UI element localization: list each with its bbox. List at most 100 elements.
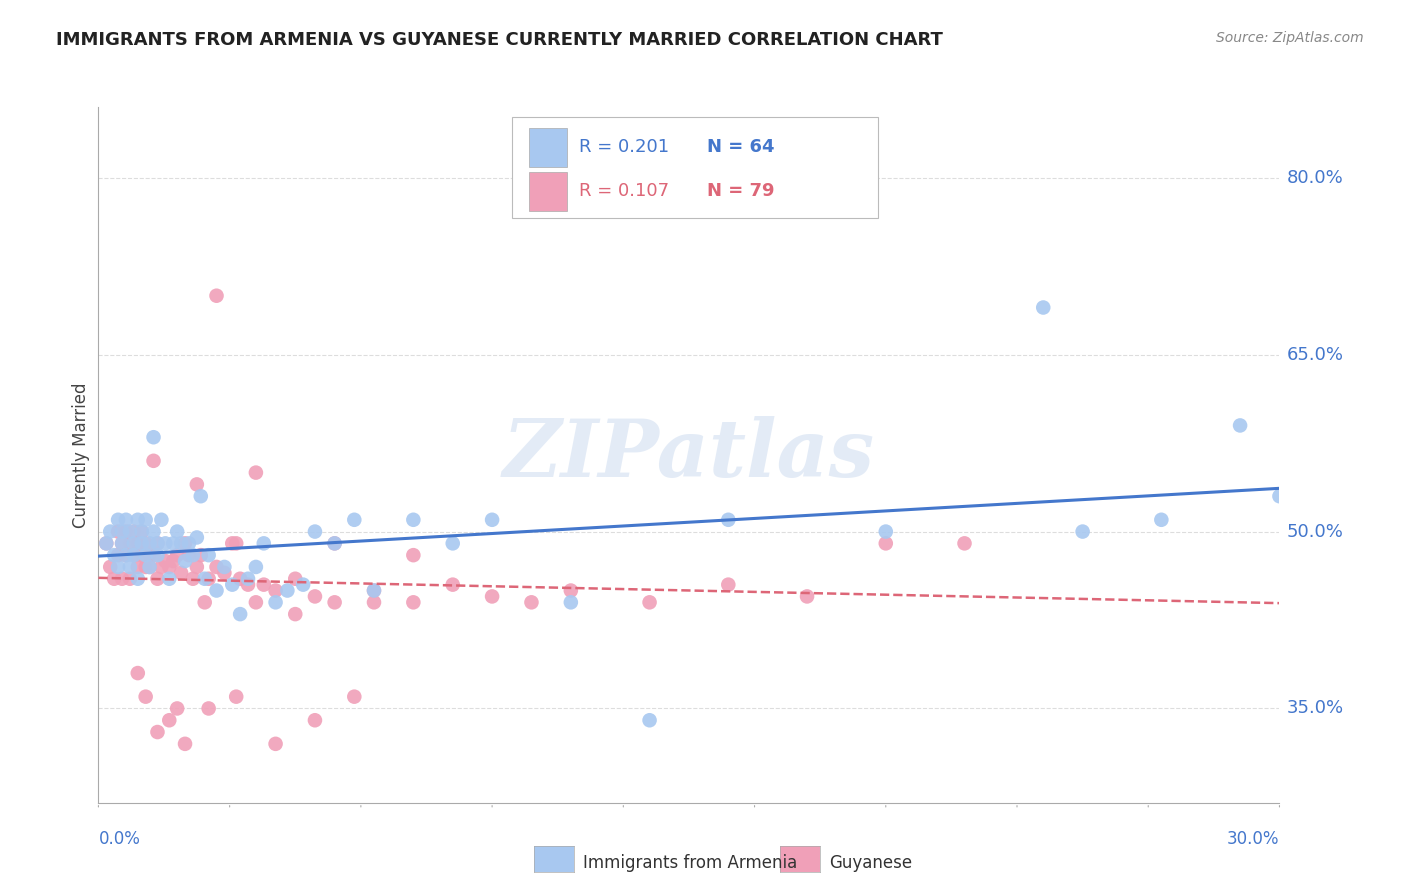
Point [1268, 489, 1291, 503]
Point [174, 737, 197, 751]
Point [441, 536, 464, 550]
Text: Immigrants from Armenia: Immigrants from Armenia [583, 855, 797, 872]
Point [236, 577, 259, 591]
Point [205, 289, 228, 303]
Point [953, 536, 976, 550]
Point [177, 548, 200, 562]
Point [170, 566, 193, 580]
Point [118, 572, 141, 586]
Y-axis label: Currently Married: Currently Married [72, 382, 90, 528]
Point [717, 513, 740, 527]
Point [135, 560, 157, 574]
Point [122, 524, 145, 539]
Point [1032, 301, 1054, 315]
Point [875, 524, 897, 539]
Text: N = 79: N = 79 [707, 182, 775, 201]
Point [111, 536, 134, 550]
Point [157, 560, 180, 574]
Point [96, 536, 118, 550]
Text: 0.0%: 0.0% [98, 830, 141, 847]
Point [131, 536, 153, 550]
Point [245, 560, 267, 574]
Text: 50.0%: 50.0% [1286, 523, 1343, 541]
Text: Source: ZipAtlas.com: Source: ZipAtlas.com [1216, 31, 1364, 45]
Point [177, 536, 200, 550]
Point [276, 583, 298, 598]
Point [107, 548, 129, 562]
Point [115, 524, 138, 539]
Point [304, 713, 326, 727]
Point [103, 572, 125, 586]
Point [221, 577, 243, 591]
Point [135, 548, 157, 562]
Point [520, 595, 543, 609]
Point [304, 590, 326, 604]
Point [638, 595, 661, 609]
Point [115, 548, 138, 562]
Point [1071, 524, 1094, 539]
Point [253, 577, 276, 591]
Point [157, 572, 180, 586]
Point [135, 513, 157, 527]
Point [205, 583, 228, 598]
FancyBboxPatch shape [530, 172, 567, 211]
Point [481, 590, 503, 604]
Point [98, 560, 121, 574]
Text: N = 64: N = 64 [707, 138, 775, 156]
Point [229, 572, 252, 586]
Point [560, 583, 582, 598]
Point [186, 560, 208, 574]
Point [245, 466, 267, 480]
Point [194, 595, 217, 609]
Point [221, 536, 243, 550]
Point [323, 536, 346, 550]
Point [197, 548, 219, 562]
Point [186, 477, 208, 491]
Point [162, 554, 184, 568]
Point [638, 713, 661, 727]
Point [146, 536, 169, 550]
Text: 30.0%: 30.0% [1227, 830, 1279, 847]
Point [107, 524, 129, 539]
Point [138, 536, 160, 550]
Point [181, 548, 204, 562]
Point [363, 595, 385, 609]
Point [96, 536, 118, 550]
Point [107, 513, 129, 527]
Point [194, 572, 217, 586]
Text: 35.0%: 35.0% [1286, 699, 1344, 717]
Text: 65.0%: 65.0% [1286, 346, 1344, 364]
Point [150, 560, 173, 574]
Point [481, 513, 503, 527]
Point [131, 548, 153, 562]
Point [245, 595, 267, 609]
Point [118, 524, 141, 539]
Point [796, 590, 818, 604]
Point [174, 554, 197, 568]
Point [118, 560, 141, 574]
Point [98, 524, 121, 539]
Point [560, 595, 582, 609]
Text: R = 0.107: R = 0.107 [579, 182, 669, 201]
Point [343, 513, 366, 527]
Point [107, 560, 129, 574]
Point [363, 583, 385, 598]
Point [127, 513, 149, 527]
Point [253, 536, 276, 550]
Point [236, 572, 259, 586]
Point [170, 536, 193, 550]
Point [225, 690, 247, 704]
Text: ZIPatlas: ZIPatlas [503, 417, 875, 493]
Point [214, 560, 236, 574]
Point [214, 566, 236, 580]
Point [166, 524, 188, 539]
Point [115, 513, 138, 527]
Point [875, 536, 897, 550]
FancyBboxPatch shape [530, 128, 567, 167]
Point [1150, 513, 1173, 527]
Point [292, 577, 315, 591]
Point [127, 536, 149, 550]
Point [142, 524, 165, 539]
Point [197, 572, 219, 586]
Point [103, 548, 125, 562]
